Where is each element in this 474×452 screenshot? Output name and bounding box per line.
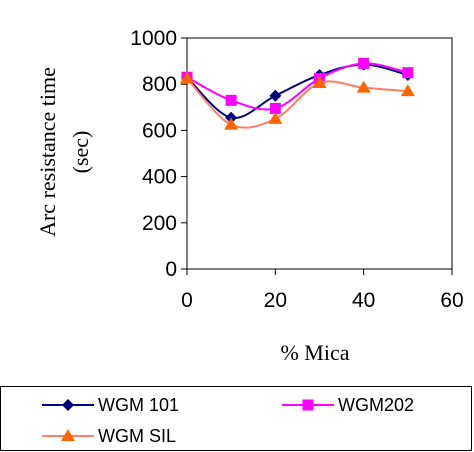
x-tick-label: 60 xyxy=(440,289,463,312)
y-tick-label: 200 xyxy=(142,212,177,235)
legend-label: WGM SIL xyxy=(98,426,176,446)
series-line-wgm-101 xyxy=(186,63,409,119)
data-point-wgm-sil xyxy=(356,80,371,93)
legend-item: WGM202 xyxy=(282,395,414,415)
data-point-wgm202 xyxy=(402,67,414,79)
data-point-wgm-sil xyxy=(268,111,283,124)
series-wgm-101 xyxy=(181,58,414,124)
data-point-wgm202 xyxy=(269,102,281,114)
plot-area: 0 200 400 600 800 1000 0 20 40 60 xyxy=(130,27,463,312)
data-point-wgm202 xyxy=(358,57,370,69)
y-tick-label: 400 xyxy=(142,166,177,189)
y-tick-label: 0 xyxy=(165,258,177,281)
series-wgm-sil xyxy=(180,71,415,130)
data-point-wgm-sil xyxy=(400,84,415,97)
data-point-wgm-sil xyxy=(224,117,239,130)
data-point-wgm-101 xyxy=(269,89,282,102)
legend-label: WGM 101 xyxy=(98,395,179,415)
series-line-wgm202 xyxy=(186,62,409,111)
y-axis-title-line: Arc resistance time xyxy=(35,67,60,237)
legend: WGM 101 WGM202 WGM SIL xyxy=(0,386,472,451)
legend-label: WGM202 xyxy=(338,395,414,415)
x-tick-label: 20 xyxy=(264,289,287,312)
series-line-wgm-sil xyxy=(186,77,408,129)
y-tick-label: 1000 xyxy=(130,27,177,50)
y-axis-title-line: (sec) xyxy=(68,131,93,174)
legend-item: WGM SIL xyxy=(42,426,176,446)
y-axis-title: Arc resistance time (sec) xyxy=(35,67,93,237)
legend-item: WGM 101 xyxy=(42,395,179,415)
legend-swatch-marker xyxy=(61,429,75,441)
data-point-wgm202 xyxy=(225,94,237,106)
x-tick-label: 40 xyxy=(352,289,375,312)
y-tick-label: 600 xyxy=(142,119,177,142)
x-axis-title: % Mica xyxy=(280,340,349,365)
y-tick-label: 800 xyxy=(142,73,177,96)
legend-swatch-marker xyxy=(62,399,74,411)
plot-border xyxy=(186,37,453,270)
data-point-wgm-sil xyxy=(312,76,327,89)
legend-box xyxy=(0,386,472,451)
legend-swatch-marker xyxy=(302,399,314,411)
data-point-wgm-sil xyxy=(180,71,194,84)
x-tick-label: 0 xyxy=(181,289,193,312)
